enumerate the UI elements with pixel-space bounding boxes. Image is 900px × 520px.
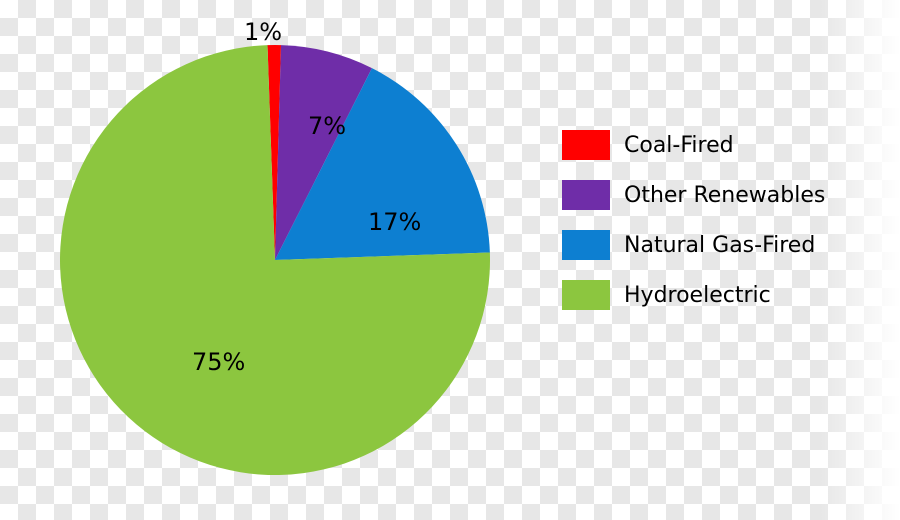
pie-label-other-ren: 7% — [308, 112, 346, 140]
pie-label-coal: 1% — [244, 18, 282, 46]
legend-swatch-coal — [562, 130, 610, 160]
legend-label-other-ren: Other Renewables — [624, 183, 825, 208]
pie-chart — [60, 45, 490, 475]
pie-label-hydro: 75% — [192, 348, 245, 376]
legend-label-natgas: Natural Gas-Fired — [624, 233, 815, 258]
legend-item-coal: Coal-Fired — [562, 130, 825, 160]
pie-chart-svg — [60, 45, 490, 475]
legend-swatch-hydro — [562, 280, 610, 310]
legend-item-other-ren: Other Renewables — [562, 180, 825, 210]
legend-item-natgas: Natural Gas-Fired — [562, 230, 825, 260]
legend-item-hydro: Hydroelectric — [562, 280, 825, 310]
legend-label-hydro: Hydroelectric — [624, 283, 771, 308]
legend-swatch-natgas — [562, 230, 610, 260]
pie-label-natgas: 17% — [368, 208, 421, 236]
legend-swatch-other-ren — [562, 180, 610, 210]
legend-label-coal: Coal-Fired — [624, 133, 734, 158]
legend: Coal-Fired Other Renewables Natural Gas-… — [562, 130, 825, 310]
